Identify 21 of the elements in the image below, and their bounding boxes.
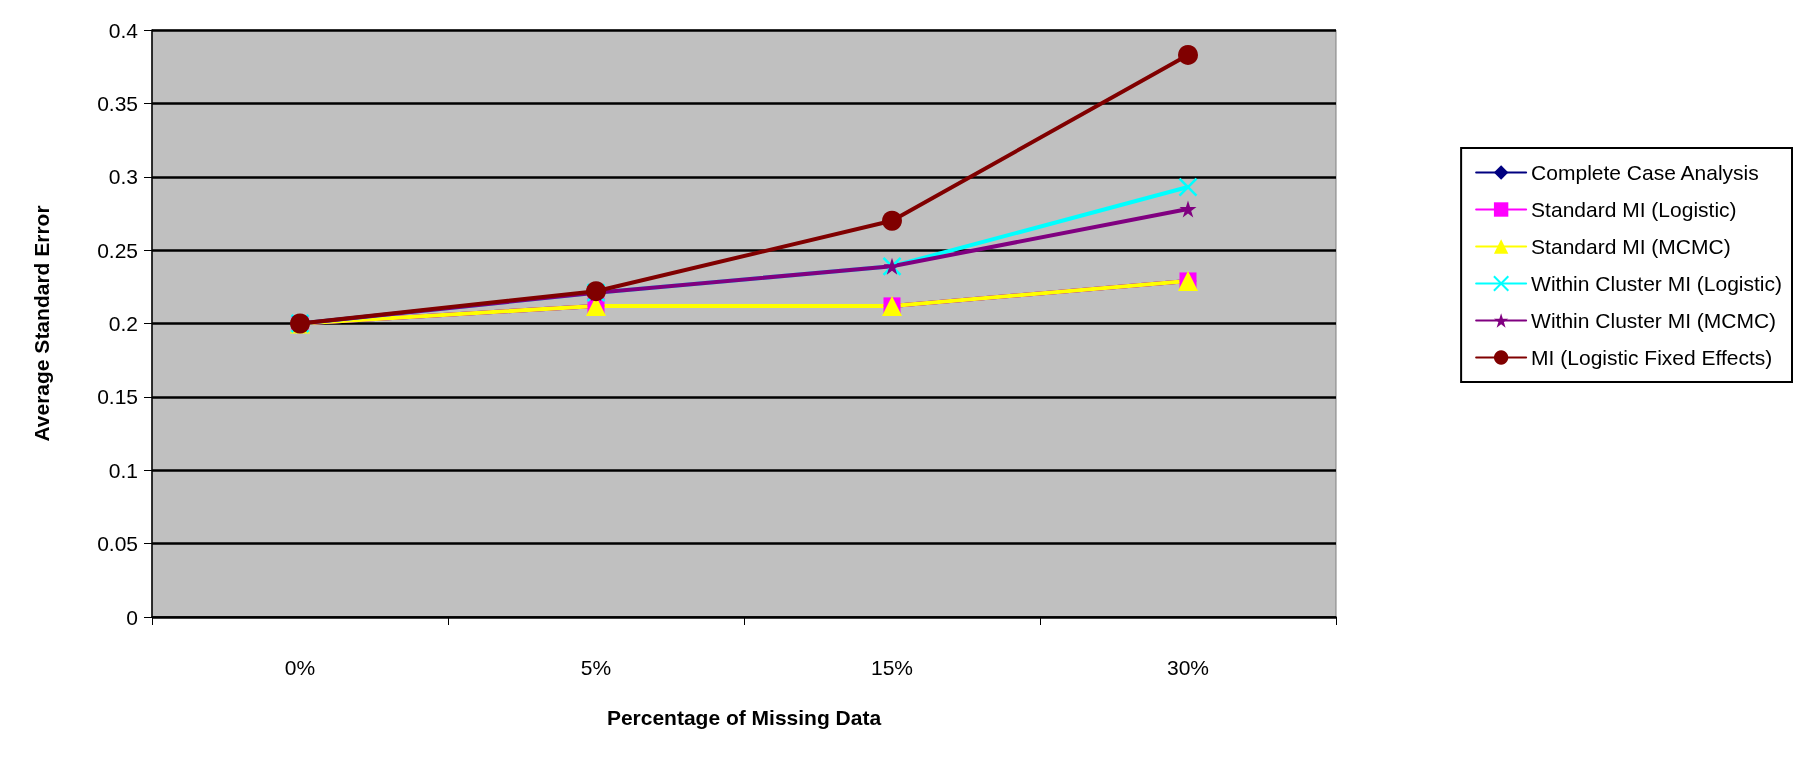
y-tick-label: 0: [126, 605, 138, 629]
x-tick-label: 30%: [1166, 656, 1210, 679]
legend-label: Standard MI (MCMC): [1531, 235, 1731, 258]
legend-label: Standard MI (Logistic): [1531, 198, 1737, 221]
y-tick-label: 0.4: [108, 18, 139, 42]
legend-label: Complete Case Analysis: [1531, 161, 1759, 184]
x-tick-label: 15%: [870, 656, 914, 679]
legend-label: Within Cluster MI (Logistic): [1531, 272, 1783, 295]
y-tick-label: 0.15: [97, 385, 138, 409]
y-tick-label: 0.2: [108, 312, 138, 335]
y-axis-title: Average Standard Error: [30, 205, 53, 442]
x-axis-title: Percentage of Missing Data: [606, 706, 882, 729]
y-tick-label: 0.1: [108, 458, 138, 482]
y-tick-label: 0.25: [97, 238, 138, 262]
x-tick-label: 5%: [580, 656, 612, 679]
y-tick-label: 0.3: [108, 165, 138, 189]
y-tick-label: 0.35: [97, 91, 138, 115]
x-tick-label: 0%: [284, 656, 316, 679]
y-tick-label: 0.05: [97, 532, 138, 556]
legend-label: MI (Logistic Fixed Effects): [1531, 346, 1773, 369]
legend-label: Within Cluster MI (MCMC): [1531, 309, 1777, 332]
